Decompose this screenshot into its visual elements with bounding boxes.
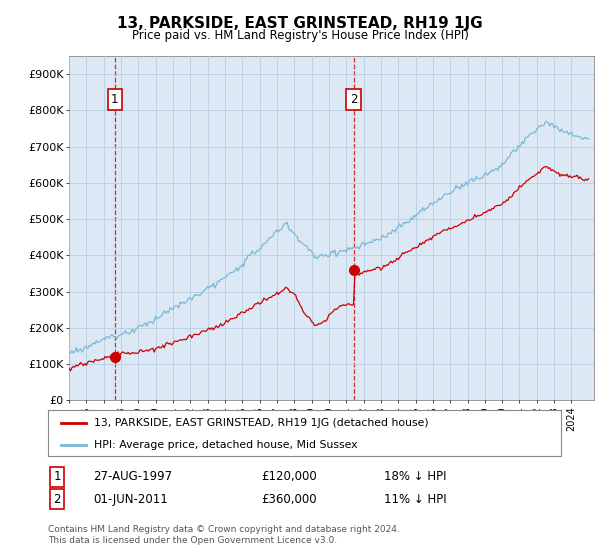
Text: 2: 2 (350, 93, 357, 106)
Text: HPI: Average price, detached house, Mid Sussex: HPI: Average price, detached house, Mid … (94, 440, 358, 450)
Text: 11% ↓ HPI: 11% ↓ HPI (384, 493, 446, 506)
Text: 1: 1 (53, 470, 61, 483)
Text: 1: 1 (111, 93, 119, 106)
Text: £120,000: £120,000 (261, 470, 317, 483)
Text: £360,000: £360,000 (261, 493, 317, 506)
Text: 13, PARKSIDE, EAST GRINSTEAD, RH19 1JG: 13, PARKSIDE, EAST GRINSTEAD, RH19 1JG (117, 16, 483, 31)
Text: Contains HM Land Registry data © Crown copyright and database right 2024.
This d: Contains HM Land Registry data © Crown c… (48, 525, 400, 545)
Text: 2: 2 (53, 493, 61, 506)
Text: 18% ↓ HPI: 18% ↓ HPI (384, 470, 446, 483)
Text: 13, PARKSIDE, EAST GRINSTEAD, RH19 1JG (detached house): 13, PARKSIDE, EAST GRINSTEAD, RH19 1JG (… (94, 418, 429, 428)
Text: 01-JUN-2011: 01-JUN-2011 (93, 493, 168, 506)
Text: 27-AUG-1997: 27-AUG-1997 (93, 470, 172, 483)
Text: Price paid vs. HM Land Registry's House Price Index (HPI): Price paid vs. HM Land Registry's House … (131, 29, 469, 42)
